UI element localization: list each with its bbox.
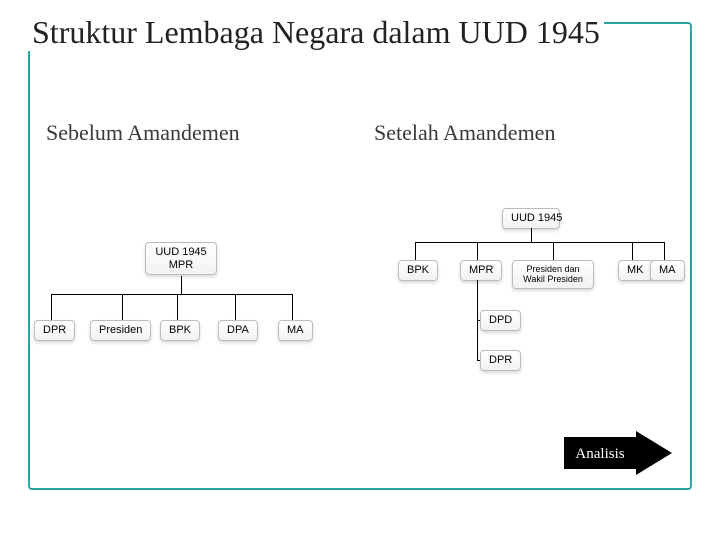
heading-right: Setelah Amandemen <box>370 120 559 146</box>
connector <box>477 360 480 361</box>
mpr-child-dpd: DPD <box>480 310 521 331</box>
right-child-1: MPR <box>460 260 502 281</box>
left-child-presiden: Presiden <box>90 320 151 341</box>
left-child-bpk: BPK <box>160 320 200 341</box>
left-child-dpa: DPA <box>218 320 258 341</box>
connector <box>181 276 182 294</box>
right-child-4: MA <box>650 260 685 281</box>
left-child-ma: MA <box>278 320 313 341</box>
slide-title: Struktur Lembaga Negara dalam UUD 1945 <box>28 14 604 51</box>
analisis-button[interactable]: Analisis <box>564 431 672 480</box>
connector <box>51 294 52 320</box>
right-root: UUD 1945 <box>502 208 560 229</box>
left-child-dpr: DPR <box>34 320 75 341</box>
connector <box>553 242 554 260</box>
connector <box>531 228 532 242</box>
analisis-label: Analisis <box>575 446 624 462</box>
connector <box>477 290 478 360</box>
mpr-child-dpr: DPR <box>480 350 521 371</box>
right-child-2: Presiden danWakil Presiden <box>512 260 594 289</box>
connector <box>292 294 293 320</box>
connector <box>177 294 178 320</box>
connector <box>664 242 665 260</box>
connector <box>477 280 478 290</box>
right-child-0: BPK <box>398 260 438 281</box>
connector <box>51 294 292 295</box>
connector <box>415 242 416 260</box>
connector <box>415 242 664 243</box>
heading-left: Sebelum Amandemen <box>42 120 244 146</box>
connector <box>477 242 478 260</box>
connector <box>122 294 123 320</box>
right-child-3: MK <box>618 260 653 281</box>
connector <box>632 242 633 260</box>
left-root: UUD 1945MPR <box>145 242 217 275</box>
connector <box>235 294 236 320</box>
